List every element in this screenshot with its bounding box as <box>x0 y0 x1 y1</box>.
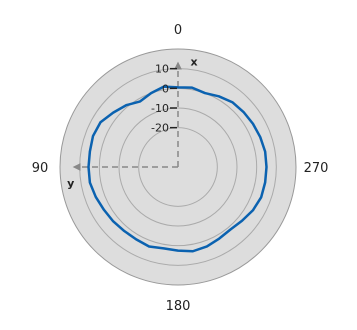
series-point <box>252 123 254 125</box>
angle-label: 90 <box>32 161 49 176</box>
angle-labels: 0 90 180 270 <box>32 23 329 314</box>
radial-tick-label: 0 <box>162 82 169 95</box>
axis-letter-x: x <box>190 56 197 69</box>
series-point <box>123 230 125 232</box>
series-point <box>206 245 208 248</box>
angle-label: 180 <box>166 299 191 314</box>
grid-ring <box>118 107 238 227</box>
series-point <box>92 135 94 137</box>
radial-ticks: -20 -10 0 10 <box>151 63 177 135</box>
radial-tick-label: 10 <box>155 63 169 76</box>
series-point <box>89 181 91 184</box>
series-group <box>87 85 268 253</box>
series-point <box>87 166 90 168</box>
series-point <box>125 104 127 106</box>
series-point <box>229 228 232 231</box>
series-point <box>264 151 266 153</box>
series-point <box>191 86 193 89</box>
series-point <box>264 181 266 183</box>
series-point <box>163 86 165 88</box>
grid-ring <box>138 127 218 207</box>
axis-arrows: xy <box>67 56 197 190</box>
series-point <box>135 238 137 240</box>
series-point <box>231 101 233 103</box>
series-point <box>103 209 105 211</box>
series-point <box>192 250 194 252</box>
series-point <box>177 86 179 88</box>
series-point <box>99 121 102 123</box>
radial-tick-label: -20 <box>151 122 169 135</box>
radial-tick-label: -10 <box>151 102 169 115</box>
series-point <box>95 196 97 198</box>
series-point <box>177 249 179 252</box>
series-point <box>260 196 262 198</box>
series-point <box>150 92 152 94</box>
series-point <box>242 111 245 113</box>
series-point <box>252 209 254 211</box>
series-point <box>148 245 150 248</box>
series-point <box>112 112 114 114</box>
series-point <box>89 150 91 153</box>
series-point <box>241 220 243 222</box>
series-point <box>265 166 268 168</box>
angle-label: 0 <box>174 23 182 38</box>
series-point <box>259 136 261 138</box>
angle-label: 270 <box>304 161 329 176</box>
series-point <box>218 237 220 240</box>
axis-letter-y: y <box>67 177 74 190</box>
series-point <box>139 100 141 103</box>
series-point <box>112 220 114 222</box>
series-point <box>204 92 206 94</box>
series-point <box>163 247 165 249</box>
series-point <box>218 95 220 97</box>
